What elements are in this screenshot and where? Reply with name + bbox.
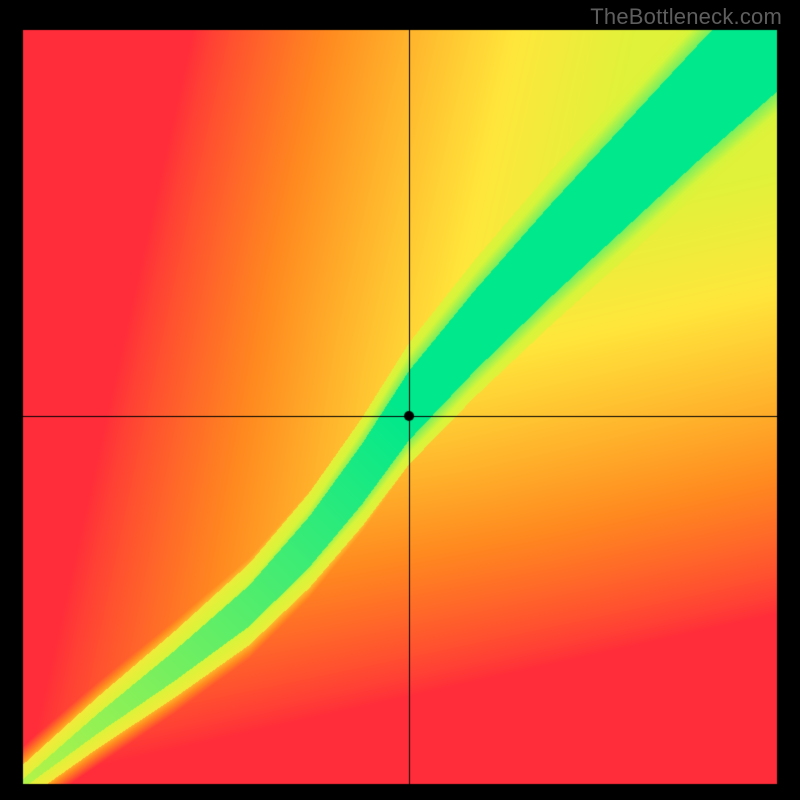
bottleneck-heatmap: [0, 0, 800, 800]
chart-container: TheBottleneck.com: [0, 0, 800, 800]
watermark-text: TheBottleneck.com: [590, 4, 782, 30]
